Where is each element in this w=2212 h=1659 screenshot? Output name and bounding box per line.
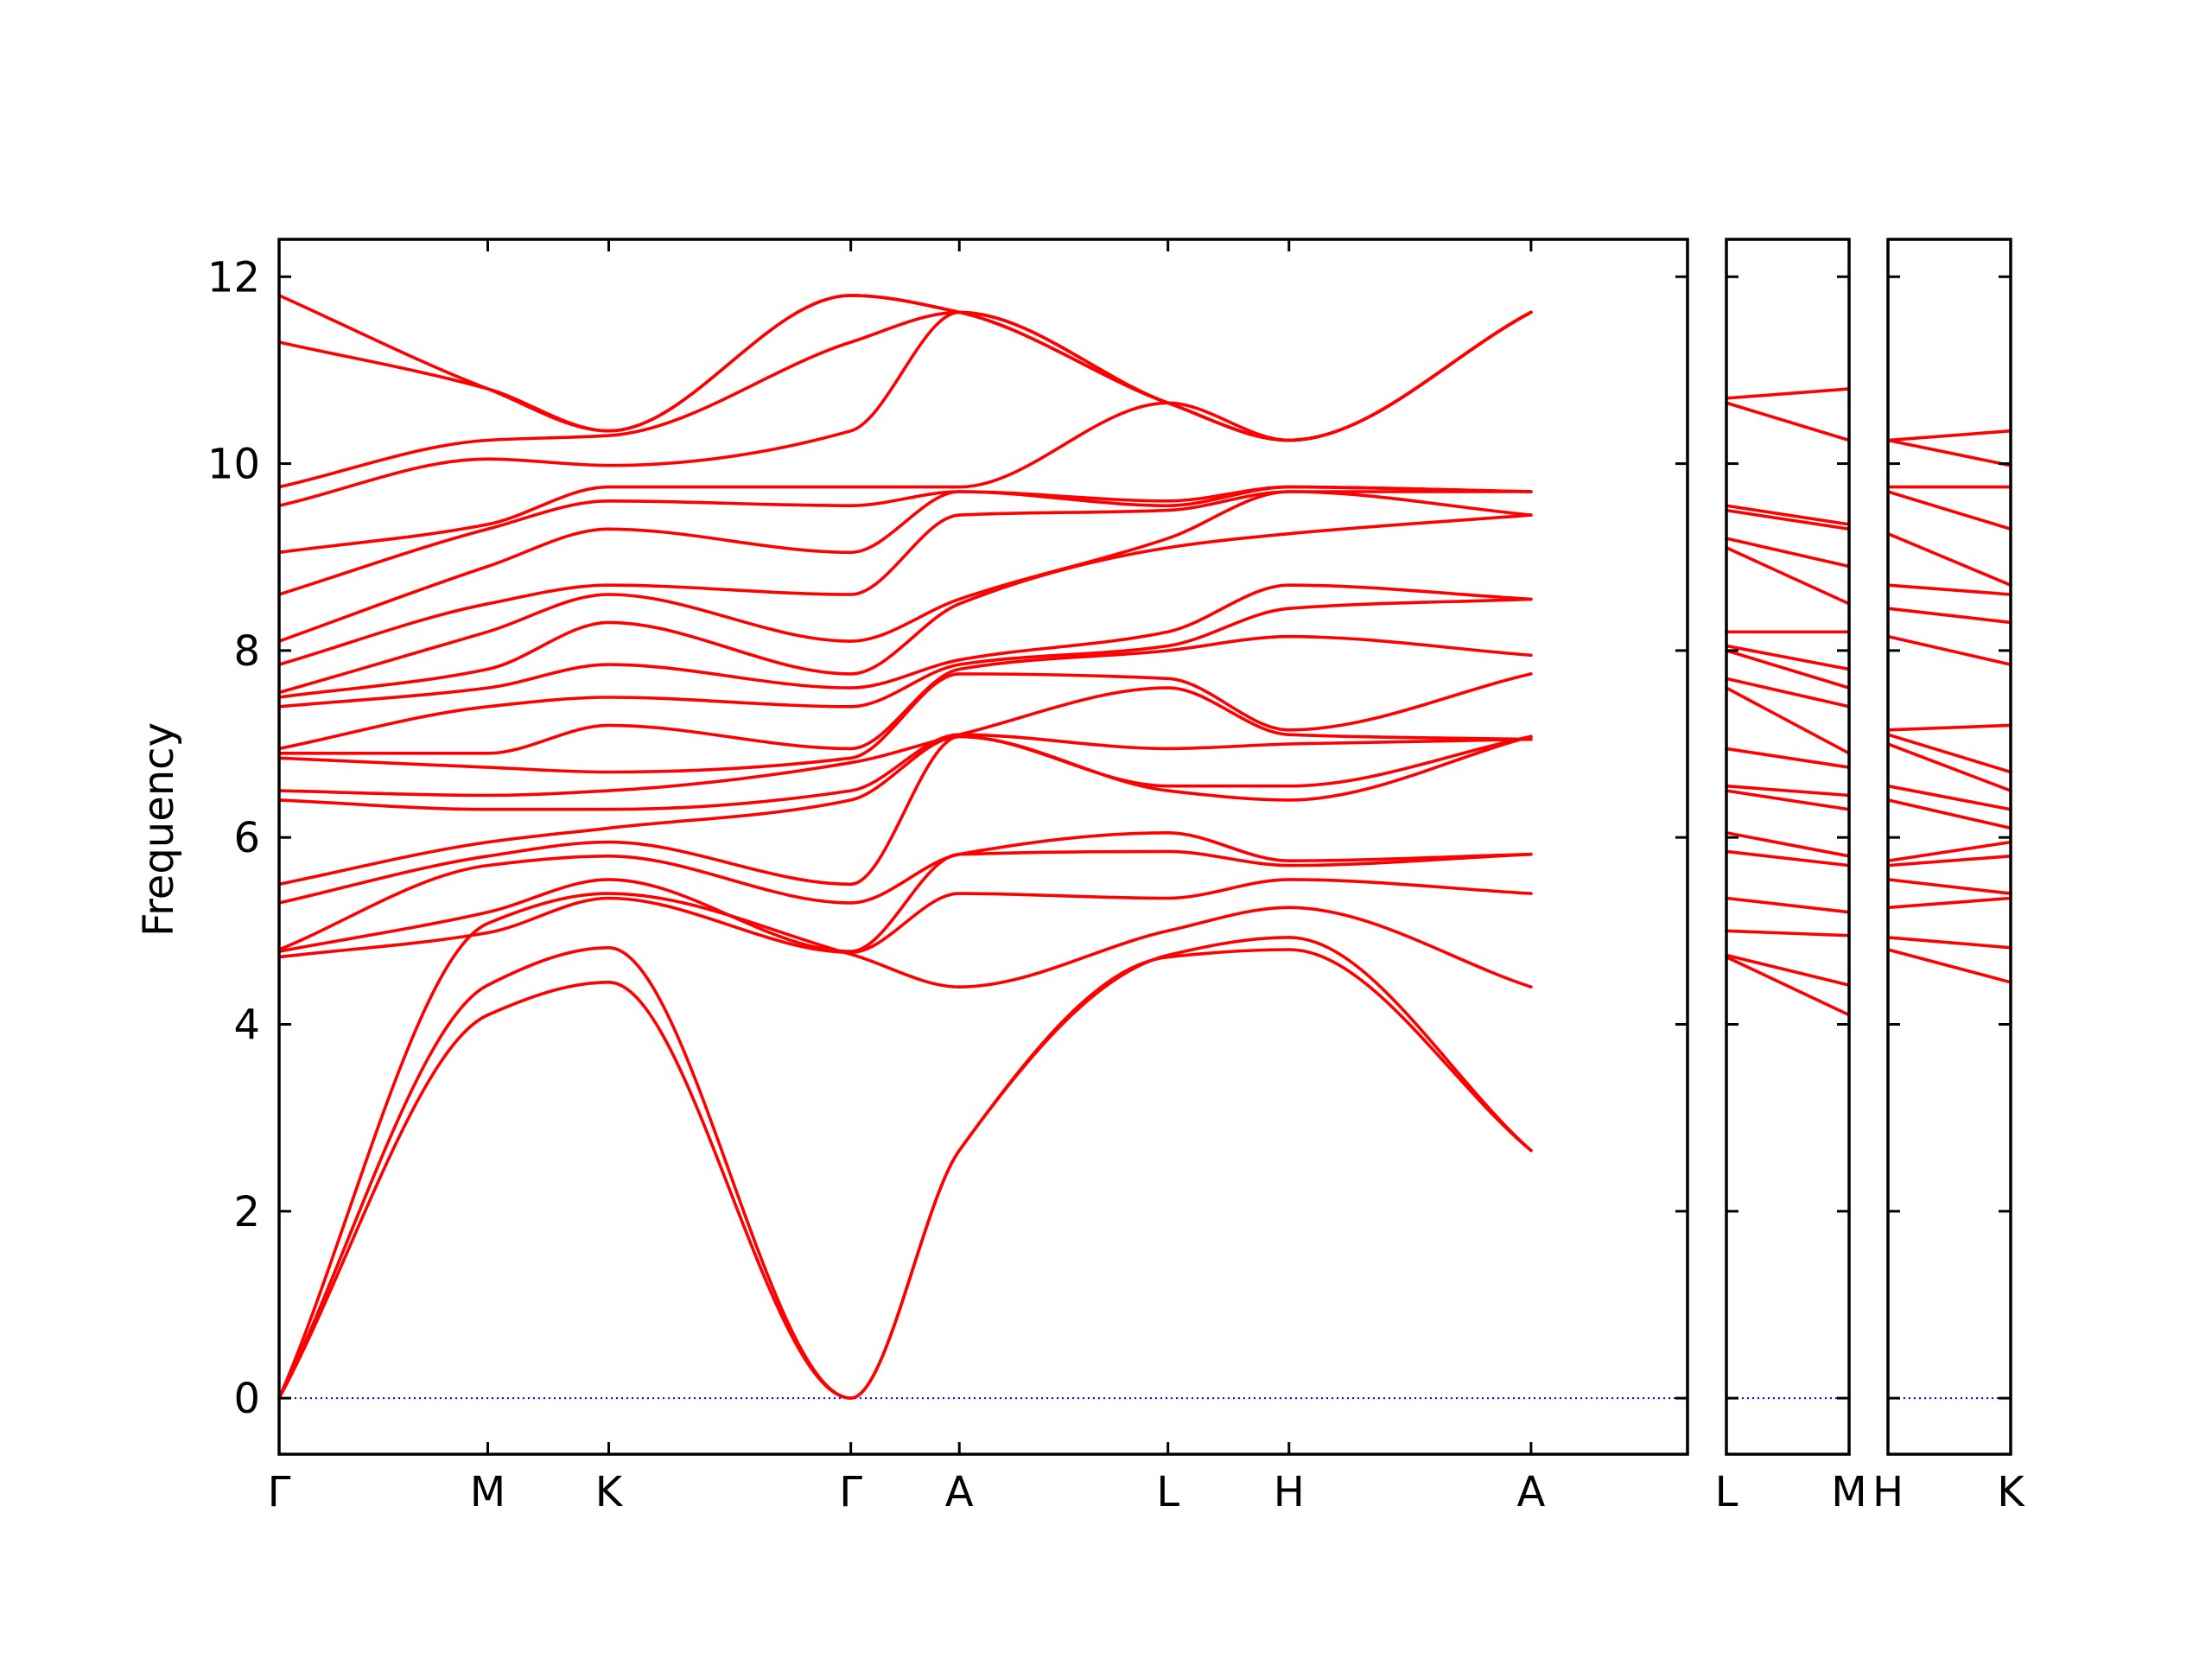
band-7 bbox=[277, 734, 1533, 905]
band-13 bbox=[1725, 644, 1851, 671]
band-3 bbox=[1725, 929, 1851, 938]
x-tick-label: L bbox=[1715, 1468, 1738, 1516]
band-3 bbox=[277, 892, 1533, 1400]
band-1 bbox=[1886, 948, 2012, 984]
band-8 bbox=[277, 734, 1533, 887]
x-tick-label: H bbox=[1274, 1468, 1305, 1516]
band-17 bbox=[277, 490, 1533, 666]
band-13 bbox=[277, 597, 1533, 751]
band-19 bbox=[1725, 401, 1851, 442]
x-tick-label: M bbox=[470, 1468, 505, 1516]
band-15 bbox=[1886, 531, 2012, 587]
x-tick-label: H bbox=[1872, 1468, 1904, 1516]
band-7 bbox=[1886, 798, 2012, 830]
x-tick-label: A bbox=[1516, 1468, 1545, 1516]
y-tick-label: 2 bbox=[233, 1188, 260, 1236]
band-14 bbox=[1886, 583, 2012, 596]
band-19 bbox=[1886, 429, 2012, 442]
band-11 bbox=[1886, 723, 2012, 732]
panel-frame bbox=[1886, 238, 2012, 1456]
band-18 bbox=[277, 485, 1533, 643]
band-5 bbox=[1725, 849, 1851, 868]
band-12 bbox=[1725, 649, 1851, 690]
band-10 bbox=[1886, 733, 2012, 774]
band-3 bbox=[1886, 896, 2012, 910]
panel-frame bbox=[1725, 238, 1851, 1456]
band-6 bbox=[1886, 840, 2012, 863]
panel-frame bbox=[277, 238, 1689, 1456]
band-20 bbox=[1725, 387, 1851, 400]
band-18 bbox=[1725, 504, 1851, 526]
x-tick-label: L bbox=[1156, 1468, 1179, 1516]
band-12 bbox=[277, 634, 1533, 755]
band-8 bbox=[1886, 784, 2012, 811]
x-tick-label: K bbox=[595, 1468, 624, 1516]
x-tick-label: A bbox=[945, 1468, 974, 1516]
band-4 bbox=[1725, 896, 1851, 914]
band-16 bbox=[1725, 537, 1851, 569]
band-18 bbox=[1886, 438, 2012, 467]
band-8 bbox=[1725, 784, 1851, 798]
band-4 bbox=[1886, 878, 2012, 895]
y-tick-label: 0 bbox=[233, 1375, 260, 1423]
x-tick-label: K bbox=[1997, 1468, 2025, 1516]
band-6 bbox=[1725, 830, 1851, 858]
y-tick-label: 4 bbox=[233, 1001, 260, 1049]
band-5 bbox=[1886, 855, 2012, 868]
band-7 bbox=[1725, 789, 1851, 811]
band-4 bbox=[277, 878, 1533, 959]
band-10 bbox=[277, 686, 1533, 798]
band-12 bbox=[1886, 634, 2012, 666]
band-19 bbox=[277, 485, 1533, 596]
y-axis-label: Frequency bbox=[135, 722, 183, 937]
band-1 bbox=[1725, 955, 1851, 1017]
y-tick-label: 12 bbox=[207, 253, 260, 302]
band-24 bbox=[277, 294, 1533, 442]
band-11 bbox=[277, 672, 1533, 774]
band-15 bbox=[277, 513, 1533, 699]
band-2 bbox=[1725, 953, 1851, 987]
band-14 bbox=[277, 583, 1533, 709]
y-tick-label: 10 bbox=[207, 441, 260, 489]
band-16 bbox=[1886, 490, 2012, 531]
band-15 bbox=[1725, 546, 1851, 606]
band-11 bbox=[1725, 677, 1851, 709]
band-6 bbox=[277, 831, 1533, 951]
x-tick-label: M bbox=[1831, 1468, 1866, 1516]
band-9 bbox=[1725, 747, 1851, 769]
band-13 bbox=[1886, 607, 2012, 625]
band-2 bbox=[1886, 936, 2012, 950]
band-1 bbox=[277, 948, 1533, 1400]
band-10 bbox=[1725, 686, 1851, 755]
y-tick-label: 8 bbox=[233, 627, 260, 676]
band-9 bbox=[1886, 742, 2012, 792]
x-tick-label: Γ bbox=[268, 1468, 291, 1516]
panel-1: Γ M K Γ A L H A 0 2 4 6 8 10 12 bbox=[207, 238, 1689, 1516]
x-tick-label: Γ bbox=[839, 1468, 862, 1516]
band-2 bbox=[277, 936, 1533, 1400]
band-9 bbox=[277, 733, 1533, 811]
y-tick-label: 6 bbox=[233, 814, 260, 862]
band-5 bbox=[277, 849, 1533, 953]
band-20 bbox=[277, 310, 1533, 555]
band-21 bbox=[277, 310, 1533, 507]
band-17 bbox=[1725, 508, 1851, 531]
